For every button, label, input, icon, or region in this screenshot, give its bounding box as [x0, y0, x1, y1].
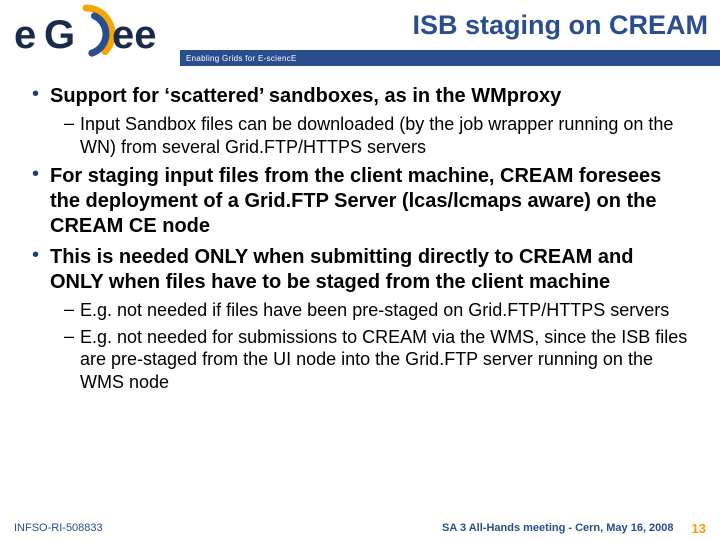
bullet-item: This is needed ONLY when submitting dire…: [28, 245, 692, 393]
bullet-list: Support for ‘scattered’ sandboxes, as in…: [28, 84, 692, 393]
footer-meeting: SA 3 All-Hands meeting - Cern, May 16, 2…: [442, 522, 673, 534]
sub-bullet-item: E.g. not needed if files have been pre-s…: [50, 299, 692, 322]
slide-header: e G ee ISB staging on CREAM Enabling Gri…: [0, 0, 720, 72]
slide-content: Support for ‘scattered’ sandboxes, as in…: [0, 72, 720, 393]
sub-bullet-item: E.g. not needed for submissions to CREAM…: [50, 326, 692, 394]
bullet-text: Support for ‘scattered’ sandboxes, as in…: [50, 84, 692, 109]
logo-letter-g: G: [44, 13, 75, 57]
bullet-text: This is needed ONLY when submitting dire…: [50, 245, 692, 295]
sub-bullet-text: E.g. not needed if files have been pre-s…: [80, 299, 692, 322]
slide-footer: INFSO-RI-508833 SA 3 All-Hands meeting -…: [0, 516, 720, 540]
header-bar: Enabling Grids for E-sciencE: [180, 50, 720, 66]
bullet-text: For staging input files from the client …: [50, 164, 692, 239]
sub-bullet-list: Input Sandbox files can be downloaded (b…: [50, 113, 692, 158]
page-number: 13: [692, 521, 706, 536]
bullet-item: For staging input files from the client …: [28, 164, 692, 239]
sub-bullet-item: Input Sandbox files can be downloaded (b…: [50, 113, 692, 158]
slide-title: ISB staging on CREAM: [413, 10, 709, 41]
egee-logo: e G ee: [8, 4, 173, 60]
tagline: Enabling Grids for E-sciencE: [186, 54, 297, 63]
footer-right: SA 3 All-Hands meeting - Cern, May 16, 2…: [442, 521, 706, 536]
sub-bullet-text: E.g. not needed for submissions to CREAM…: [80, 326, 692, 394]
sub-bullet-list: E.g. not needed if files have been pre-s…: [50, 299, 692, 393]
footer-left: INFSO-RI-508833: [14, 522, 103, 534]
sub-bullet-text: Input Sandbox files can be downloaded (b…: [80, 113, 692, 158]
bullet-item: Support for ‘scattered’ sandboxes, as in…: [28, 84, 692, 158]
title-area: ISB staging on CREAM: [180, 0, 720, 50]
logo-letter-ee: ee: [112, 13, 157, 57]
logo-letter-e: e: [14, 13, 36, 57]
